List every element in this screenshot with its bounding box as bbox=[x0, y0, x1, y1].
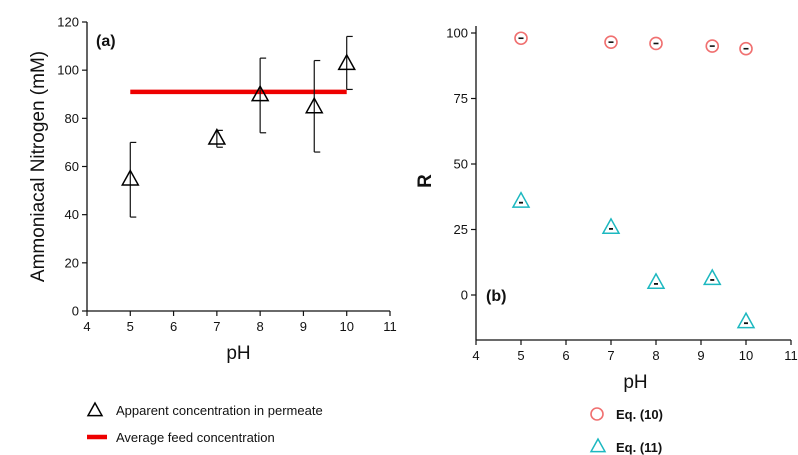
legend-marker-triangle bbox=[86, 401, 104, 417]
x-tick-label: 4 bbox=[83, 319, 90, 334]
data-point bbox=[250, 84, 270, 102]
panel-label-b: (b) bbox=[486, 288, 506, 305]
x-tick-label: 10 bbox=[739, 348, 753, 363]
y-tick-label: 100 bbox=[57, 63, 79, 78]
x-axis-title: pH bbox=[226, 343, 250, 364]
panel-label-a: (a) bbox=[96, 33, 116, 50]
data-point-eq11 bbox=[736, 311, 756, 329]
x-tick-label: 5 bbox=[127, 319, 134, 334]
y-tick-label: 75 bbox=[454, 91, 468, 106]
y-tick-label: 0 bbox=[461, 288, 468, 303]
y-axis-title: R bbox=[415, 174, 436, 188]
x-tick-label: 8 bbox=[257, 319, 264, 334]
legend-label: Average feed concentration bbox=[116, 430, 275, 445]
data-point-eq10 bbox=[649, 36, 663, 51]
data-point-eq10 bbox=[514, 31, 528, 46]
data-point-eq10 bbox=[604, 35, 618, 49]
data-point-eq10 bbox=[705, 39, 720, 53]
x-tick-label: 6 bbox=[562, 348, 569, 363]
y-tick-label: 60 bbox=[65, 159, 79, 174]
x-tick-label: 4 bbox=[472, 348, 479, 363]
x-tick-label: 5 bbox=[517, 348, 524, 363]
x-axis-title: pH bbox=[623, 372, 647, 393]
legend-a: Apparent concentration in permeate Averag… bbox=[86, 401, 323, 445]
legend-b: Eq. (10) Eq. (11) bbox=[589, 407, 663, 455]
legend-marker-triangle bbox=[589, 437, 607, 453]
legend-label: Eq. (11) bbox=[616, 440, 662, 455]
y-tick-label: 40 bbox=[65, 207, 79, 222]
x-tick-label: 10 bbox=[339, 319, 353, 334]
data-point bbox=[337, 53, 356, 71]
x-tick-label: 9 bbox=[300, 319, 307, 334]
x-tick-label: 11 bbox=[383, 319, 397, 334]
data-point bbox=[304, 96, 324, 114]
y-tick-label: 100 bbox=[446, 26, 468, 41]
x-tick-label: 6 bbox=[170, 319, 177, 334]
data-point-eq10 bbox=[739, 41, 753, 56]
y-tick-label: 120 bbox=[57, 15, 79, 30]
data-point-eq11 bbox=[511, 191, 531, 208]
panel-a: 0 20 40 60 80 100 120 4 5 6 7 8 9 10 11 pH Ammoniacal Ni… bbox=[28, 15, 397, 365]
y-tick-label: 25 bbox=[454, 222, 468, 237]
data-point-eq11 bbox=[601, 217, 621, 235]
y-tick-label: 0 bbox=[72, 304, 79, 319]
data-point-eq11 bbox=[646, 272, 666, 290]
data-point bbox=[121, 168, 140, 186]
y-tick-label: 50 bbox=[454, 157, 468, 172]
panel-b: 0 25 50 75 100 4 5 6 7 8 9 10 11 pH R (b) bbox=[415, 26, 798, 394]
legend-label: Eq. (10) bbox=[616, 407, 663, 422]
data-point bbox=[207, 128, 227, 145]
x-tick-label: 7 bbox=[607, 348, 614, 363]
x-tick-label: 9 bbox=[697, 348, 704, 363]
y-axis-title: Ammoniacal Nitrogen (mM) bbox=[28, 51, 49, 282]
y-tick-label: 80 bbox=[65, 111, 79, 126]
x-tick-label: 11 bbox=[784, 348, 798, 363]
legend-marker-circle bbox=[590, 407, 604, 421]
legend-label: Apparent concentration in permeate bbox=[116, 403, 323, 418]
x-tick-label: 8 bbox=[652, 348, 659, 363]
y-tick-label: 20 bbox=[65, 255, 79, 270]
x-tick-label: 7 bbox=[213, 319, 220, 334]
data-point-eq11 bbox=[702, 268, 722, 286]
